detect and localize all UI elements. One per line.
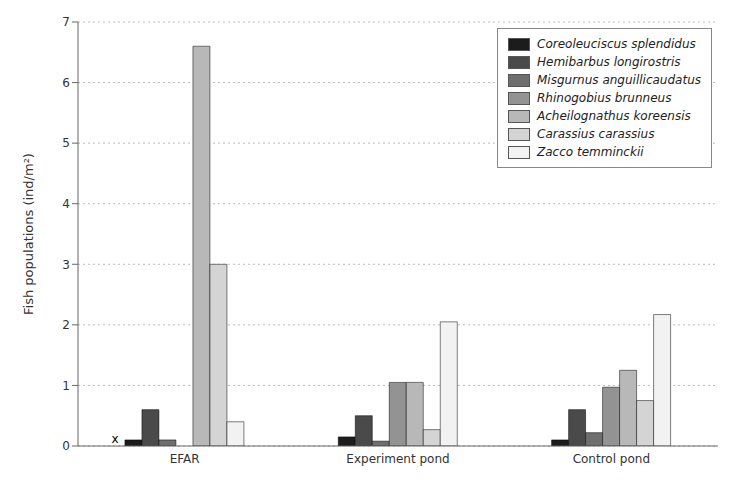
svg-text:x: x: [111, 432, 118, 446]
svg-text:4: 4: [62, 197, 70, 211]
html-text:Carassius carassius: Carassius carassius: [537, 127, 655, 141]
svg-text:EFAR: EFAR: [170, 452, 200, 466]
svg-text:2: 2: [62, 318, 70, 332]
svg-text:0: 0: [62, 439, 70, 453]
html-text:Coreoleuciscus splendidus: Coreoleuciscus splendidus: [537, 37, 696, 51]
svg-text:7: 7: [62, 15, 70, 29]
html-text:Misgurnus anguillicaudatus: Misgurnus anguillicaudatus: [537, 73, 701, 87]
svg-text:3: 3: [62, 258, 70, 272]
svg-text:Fish populations (ind/m²): Fish populations (ind/m²): [21, 153, 36, 315]
html-text:Zacco temminckii: Zacco temminckii: [537, 145, 644, 159]
svg-text:Control pond: Control pond: [573, 452, 650, 466]
html-text:Acheilognathus koreensis: Acheilognathus koreensis: [537, 109, 691, 123]
svg-text:5: 5: [62, 136, 70, 150]
svg-text:6: 6: [62, 76, 70, 90]
svg-text:1: 1: [62, 379, 70, 393]
html-text:Hemibarbus longirostris: Hemibarbus longirostris: [537, 55, 681, 69]
svg-text:Experiment pond: Experiment pond: [346, 452, 449, 466]
html-text:Rhinogobius brunneus: Rhinogobius brunneus: [537, 91, 672, 105]
